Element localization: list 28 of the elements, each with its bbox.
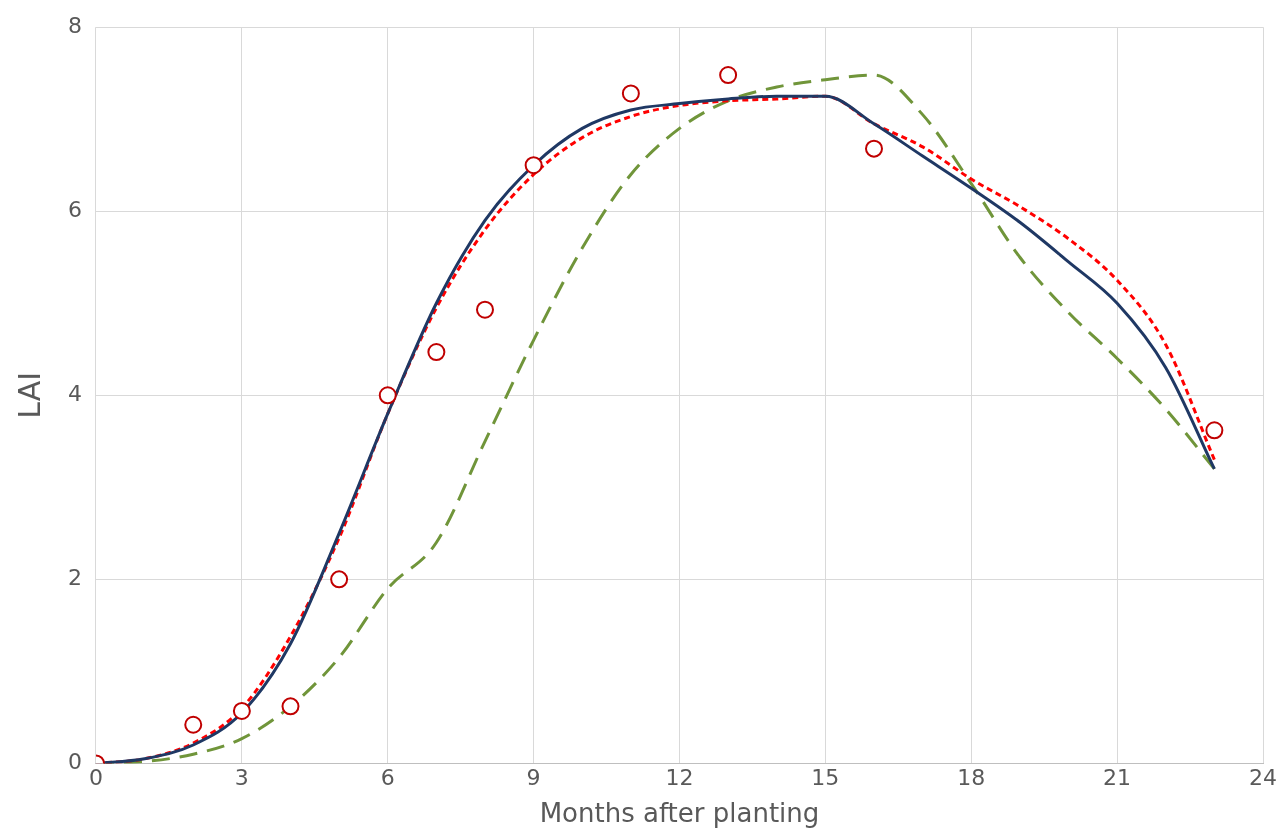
x-tick-label: 12 [665, 765, 694, 791]
y-tick-label: 4 [68, 381, 82, 407]
y-tick-label: 6 [68, 196, 82, 222]
y-tick-label: 8 [68, 12, 82, 38]
point [427, 343, 446, 362]
y-tick-label: 0 [68, 749, 82, 775]
point [281, 697, 300, 716]
x-tick-label: 18 [957, 765, 986, 791]
x-tick-label: 24 [1249, 765, 1277, 791]
point [621, 84, 640, 103]
point [476, 300, 494, 319]
x-tick-label: 15 [811, 765, 840, 791]
point [865, 139, 883, 158]
point [524, 156, 543, 175]
y-axis-title: LAI [11, 371, 47, 419]
x-tick-label: 9 [526, 765, 541, 791]
x-axis-title: Months after planting [539, 798, 820, 829]
point [378, 386, 397, 405]
x-tick-label: 0 [89, 765, 103, 791]
point [184, 715, 203, 734]
y-tick-label: 2 [68, 565, 82, 591]
point [330, 570, 349, 589]
x-tick-label: 21 [1103, 765, 1132, 791]
point [719, 66, 738, 85]
x-tick-label: 3 [234, 765, 249, 791]
point [232, 701, 251, 720]
x-tick-label: 6 [380, 765, 395, 791]
point [1205, 421, 1224, 440]
